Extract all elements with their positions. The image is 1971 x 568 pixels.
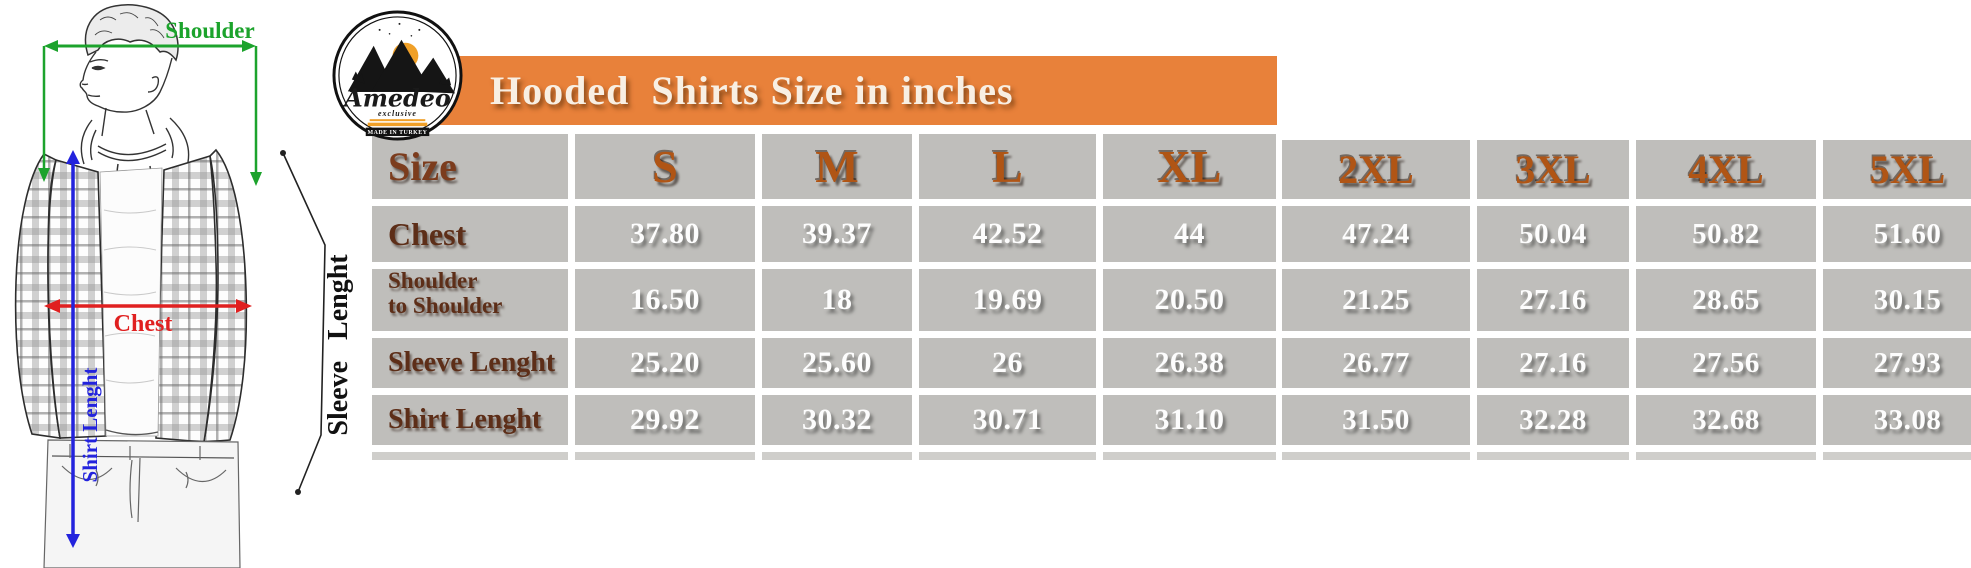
brand-logo: Amedeo exclusive MADE IN TURKEY	[332, 10, 463, 141]
row-label-shoulder-line2: to Shoulder	[388, 292, 503, 318]
size-value-cell: 37.80	[575, 206, 755, 262]
size-value-cell: 28.65	[1636, 269, 1816, 331]
row-label-shoulder: Shoulder to Shoulder	[372, 268, 568, 331]
origin-label: MADE IN TURKEY	[368, 130, 428, 136]
size-column-header-s: S	[575, 134, 755, 199]
table-remnant	[919, 452, 1096, 460]
size-value-cell: 16.50	[575, 269, 755, 331]
size-value-cell: 30.71	[919, 395, 1096, 445]
size-value-cell: 44	[1103, 206, 1276, 262]
page-title: Hooded Shirts Size in inches	[490, 68, 1014, 113]
size-value-cell: 33.08	[1823, 395, 1971, 445]
shirt-length-measure	[66, 150, 80, 548]
size-column-header-5xl: 5XL	[1823, 140, 1971, 199]
shoulder-measure	[38, 40, 262, 186]
size-value-cell: 29.92	[575, 395, 755, 445]
size-value-cell: 47.24	[1282, 206, 1470, 262]
size-value-cell: 21.25	[1282, 269, 1470, 331]
size-value-cell: 27.56	[1636, 338, 1816, 388]
stars-icon	[378, 22, 421, 37]
size-value-cell: 30.15	[1823, 269, 1971, 331]
title-banner: Hooded Shirts Size in inches	[420, 56, 1277, 125]
face-sketch	[79, 51, 173, 137]
hooded-shirt-sketch	[14, 148, 248, 443]
brand-subtitle: exclusive	[378, 109, 417, 118]
table-remnant	[762, 452, 912, 460]
size-value-cell: 25.60	[762, 338, 912, 388]
table-remnant	[1477, 452, 1629, 460]
jeans-sketch	[43, 439, 241, 568]
size-column-header-4xl: 4XL	[1636, 140, 1816, 199]
table-remnant	[372, 452, 568, 460]
shirt-length-measure-label: Shirt Lenght	[78, 368, 102, 483]
size-table-left: Size S M L XL Chest 37.80 39.37 42.52 44…	[372, 134, 1276, 460]
size-value-cell: 50.82	[1636, 206, 1816, 262]
size-value-cell: 26.77	[1282, 338, 1470, 388]
size-value-cell: 26	[919, 338, 1096, 388]
size-value-cell: 27.16	[1477, 338, 1629, 388]
size-column-header-3xl: 3XL	[1477, 140, 1629, 199]
table-remnant	[1636, 452, 1816, 460]
size-value-cell: 19.69	[919, 269, 1096, 331]
hood-sketch	[80, 117, 190, 165]
size-value-cell: 20.50	[1103, 269, 1276, 331]
table-remnant	[1103, 452, 1276, 460]
size-value-cell: 25.20	[575, 338, 755, 388]
size-value-cell: 39.37	[762, 206, 912, 262]
table-remnant	[575, 452, 755, 460]
brand-name: Amedeo	[342, 84, 451, 112]
row-label-shirt-length: Shirt Lenght	[372, 395, 568, 445]
mountains-icon	[347, 39, 456, 94]
shoulder-measure-label: Shoulder	[165, 18, 254, 43]
hair-sketch	[84, 4, 179, 62]
size-column-header-m: M	[762, 134, 912, 199]
size-value-cell: 32.68	[1636, 395, 1816, 445]
table-remnant	[1282, 452, 1470, 460]
model-sketch: Shoulder Chest Shirt Lenght Sleeve Lengh…	[14, 4, 354, 568]
origin-ribbon	[365, 127, 430, 137]
logo-band-thin	[369, 119, 426, 122]
size-column-header-xl: XL	[1103, 134, 1276, 199]
size-value-cell: 31.50	[1282, 395, 1470, 445]
tee-sketch	[99, 167, 163, 437]
row-label-chest: Chest	[372, 206, 568, 262]
size-value-cell: 32.28	[1477, 395, 1629, 445]
size-value-cell: 50.04	[1477, 206, 1629, 262]
size-value-cell: 27.16	[1477, 269, 1629, 331]
table-remnant	[1823, 452, 1971, 460]
size-value-cell: 42.52	[919, 206, 1096, 262]
size-column-header-l: L	[919, 134, 1096, 199]
row-label-sleeve-length: Sleeve Lenght	[372, 338, 568, 388]
size-corner-header: Size	[372, 134, 568, 199]
row-label-shoulder-line1: Shoulder	[388, 268, 478, 293]
size-value-cell: 27.93	[1823, 338, 1971, 388]
logo-band-thick	[367, 122, 428, 127]
sleeve-length-measure-label: Sleeve Lenght	[323, 254, 354, 436]
size-table-right: 2XL 3XL 4XL 5XL 47.24 50.04 50.82 51.60 …	[1282, 140, 1971, 460]
chest-measure	[44, 299, 252, 313]
size-value-cell: 18	[762, 269, 912, 331]
chest-measure-label: Chest	[114, 311, 173, 337]
size-value-cell: 51.60	[1823, 206, 1971, 262]
size-column-header-2xl: 2XL	[1282, 140, 1470, 199]
size-value-cell: 30.32	[762, 395, 912, 445]
size-value-cell: 31.10	[1103, 395, 1276, 445]
sleeve-length-measure	[280, 150, 326, 495]
size-value-cell: 26.38	[1103, 338, 1276, 388]
